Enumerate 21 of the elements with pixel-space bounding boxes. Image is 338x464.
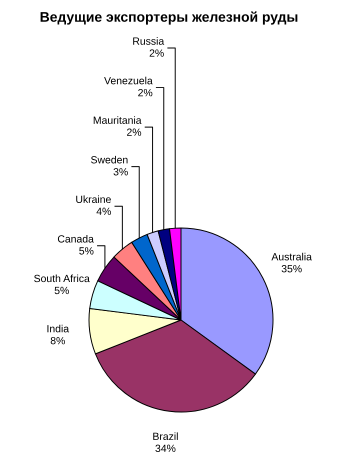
data-label: 3% xyxy=(114,168,128,176)
data-label: 35% xyxy=(282,265,302,272)
slice-label: Russia xyxy=(133,37,164,45)
slice-label: India xyxy=(47,324,70,332)
data-label: 8% xyxy=(50,336,65,344)
slice-label: Mauritania xyxy=(94,116,142,124)
data-label: 2% xyxy=(138,88,152,96)
data-label: 2% xyxy=(150,49,164,57)
data-label: 2% xyxy=(127,128,142,136)
data-label: 5% xyxy=(54,286,69,294)
data-label: 5% xyxy=(79,247,94,255)
slice-label: Sweden xyxy=(91,156,128,164)
slice-label: Australia xyxy=(271,252,312,260)
slice-label: South Africa xyxy=(34,274,90,282)
slice-label: Ukraine xyxy=(76,195,111,204)
chart-title: Ведущие экспортеры железной руды xyxy=(40,11,298,25)
slice-label: Brazil xyxy=(153,432,178,440)
slice-label: Venezuela xyxy=(104,76,153,84)
data-label: 34% xyxy=(155,444,176,452)
data-label: 4% xyxy=(96,208,111,215)
slice-label: Canada xyxy=(58,234,94,243)
